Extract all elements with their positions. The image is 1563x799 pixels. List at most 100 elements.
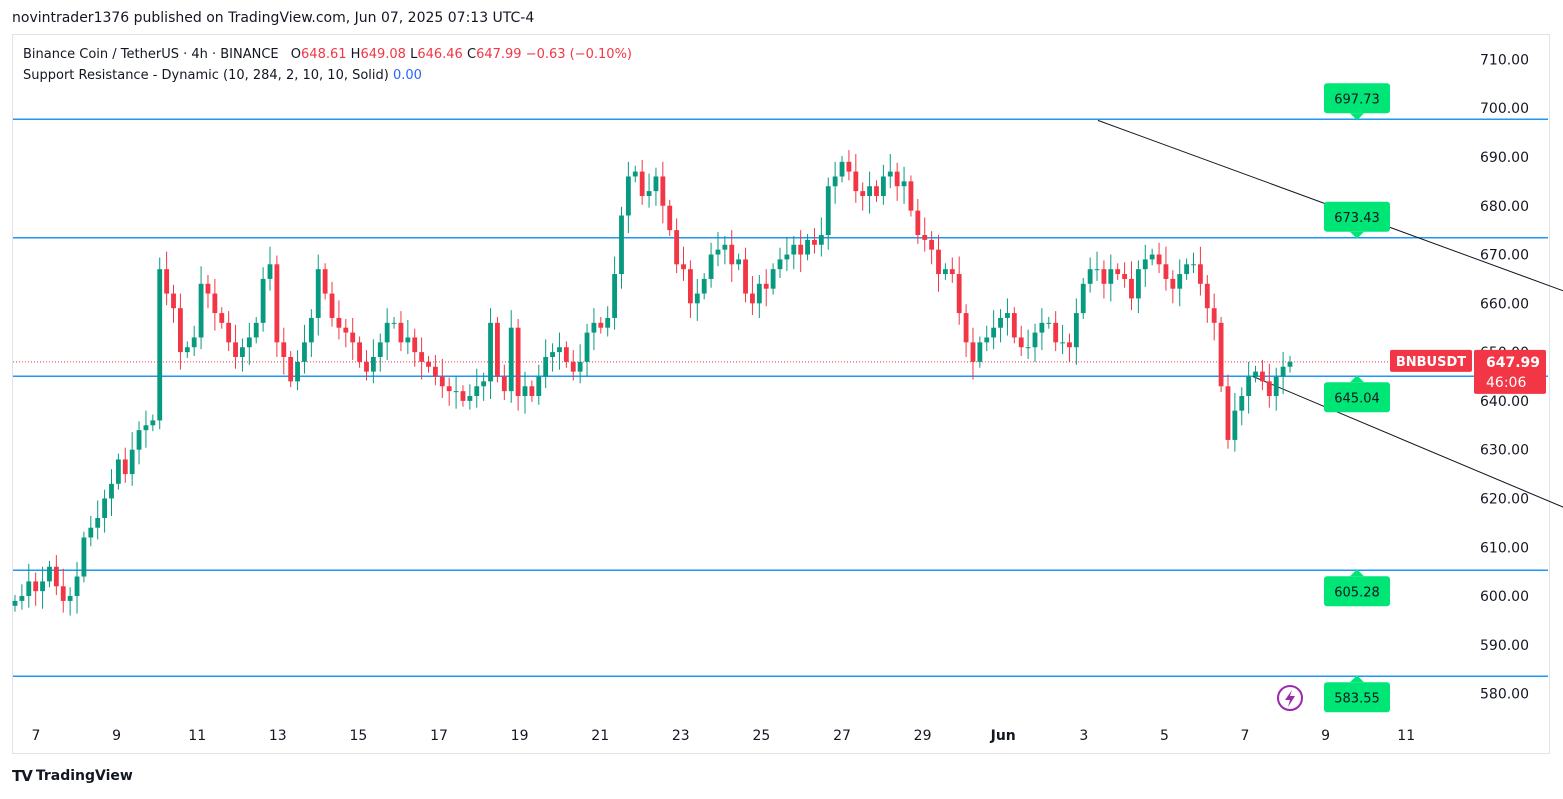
candle[interactable] (770, 263, 776, 295)
candle[interactable] (1177, 259, 1183, 307)
candle[interactable] (1239, 387, 1245, 426)
candle[interactable] (977, 336, 983, 368)
candle[interactable] (750, 276, 755, 316)
candle[interactable] (784, 236, 790, 272)
candle[interactable] (625, 161, 631, 234)
candle[interactable] (1087, 257, 1093, 293)
candle[interactable] (1039, 308, 1045, 351)
candle[interactable] (832, 161, 838, 204)
candle[interactable] (1115, 263, 1121, 280)
candle[interactable] (1025, 329, 1031, 359)
candle[interactable] (150, 414, 156, 432)
candle[interactable] (191, 325, 197, 357)
candle[interactable] (302, 324, 307, 374)
candle[interactable] (136, 421, 142, 465)
candle[interactable] (336, 300, 342, 340)
candle[interactable] (308, 309, 314, 357)
candle[interactable] (1273, 367, 1279, 411)
candle[interactable] (171, 284, 176, 323)
candle[interactable] (529, 380, 535, 402)
candle[interactable] (501, 364, 507, 400)
candle[interactable] (1197, 246, 1203, 296)
candle[interactable] (584, 323, 590, 377)
candle[interactable] (694, 278, 700, 321)
footer-brand[interactable]: TV TradingView (12, 767, 133, 785)
candle[interactable] (1253, 365, 1258, 383)
candle[interactable] (550, 343, 555, 372)
candle[interactable] (157, 257, 163, 430)
candle[interactable] (674, 218, 680, 274)
candle[interactable] (67, 587, 73, 616)
candle[interactable] (874, 180, 879, 202)
candle[interactable] (1018, 325, 1024, 357)
candle[interactable] (1067, 333, 1072, 362)
candle[interactable] (143, 410, 149, 448)
candle[interactable] (481, 372, 487, 401)
candle[interactable] (295, 350, 300, 391)
candle[interactable] (639, 159, 645, 205)
candle[interactable] (1142, 244, 1148, 287)
candle[interactable] (81, 531, 87, 583)
candle[interactable] (1211, 293, 1217, 341)
candle[interactable] (798, 230, 804, 273)
candle[interactable] (1108, 254, 1114, 302)
candle[interactable] (722, 235, 728, 265)
candle[interactable] (1163, 246, 1169, 291)
candle[interactable] (1184, 258, 1190, 280)
candle[interactable] (95, 500, 101, 540)
candle[interactable] (577, 344, 583, 384)
level-label-4[interactable]: 583.55 (1324, 675, 1390, 713)
candle[interactable] (60, 568, 66, 613)
candle[interactable] (846, 150, 852, 181)
candle[interactable] (398, 311, 404, 352)
candle[interactable] (839, 155, 845, 183)
candle[interactable] (1101, 260, 1107, 299)
indicator-row[interactable]: Support Resistance - Dynamic (10, 284, 2… (23, 65, 632, 86)
candle[interactable] (1060, 324, 1065, 355)
candle[interactable] (1122, 262, 1128, 288)
candle[interactable] (667, 199, 673, 236)
candle[interactable] (598, 316, 604, 334)
candle[interactable] (288, 351, 294, 388)
candle[interactable] (805, 234, 810, 261)
candle[interactable] (536, 364, 542, 405)
candle[interactable] (357, 336, 363, 368)
candle[interactable] (453, 376, 459, 409)
candle[interactable] (887, 154, 893, 189)
candle[interactable] (212, 278, 218, 331)
candle[interactable] (557, 332, 562, 370)
candle[interactable] (460, 385, 466, 407)
candle[interactable] (612, 256, 618, 330)
symbol-row[interactable]: Binance Coin / TetherUS · 4h · BINANCE O… (23, 44, 632, 65)
candle[interactable] (812, 228, 817, 254)
candle[interactable] (1129, 261, 1134, 311)
candle[interactable] (391, 316, 397, 329)
candle[interactable] (446, 377, 452, 406)
candle[interactable] (956, 256, 962, 325)
candle[interactable] (736, 253, 742, 271)
candle[interactable] (853, 154, 859, 203)
candle[interactable] (687, 260, 693, 318)
candle[interactable] (984, 325, 990, 352)
candle[interactable] (646, 173, 652, 208)
candle[interactable] (1225, 374, 1231, 449)
candle[interactable] (1170, 270, 1176, 304)
candle[interactable] (1073, 298, 1079, 365)
candle[interactable] (439, 358, 445, 398)
candle[interactable] (894, 162, 900, 201)
candle[interactable] (1246, 361, 1252, 414)
candle[interactable] (129, 432, 135, 486)
candle[interactable] (936, 235, 941, 292)
candle[interactable] (942, 263, 948, 280)
candle[interactable] (109, 469, 114, 517)
candle[interactable] (329, 281, 335, 327)
candle[interactable] (281, 327, 287, 375)
candle[interactable] (53, 555, 59, 596)
candle[interactable] (991, 310, 997, 350)
candle[interactable] (19, 584, 25, 610)
candle[interactable] (1232, 393, 1238, 452)
candle[interactable] (74, 561, 80, 614)
candle[interactable] (929, 231, 935, 265)
candle[interactable] (246, 322, 252, 365)
